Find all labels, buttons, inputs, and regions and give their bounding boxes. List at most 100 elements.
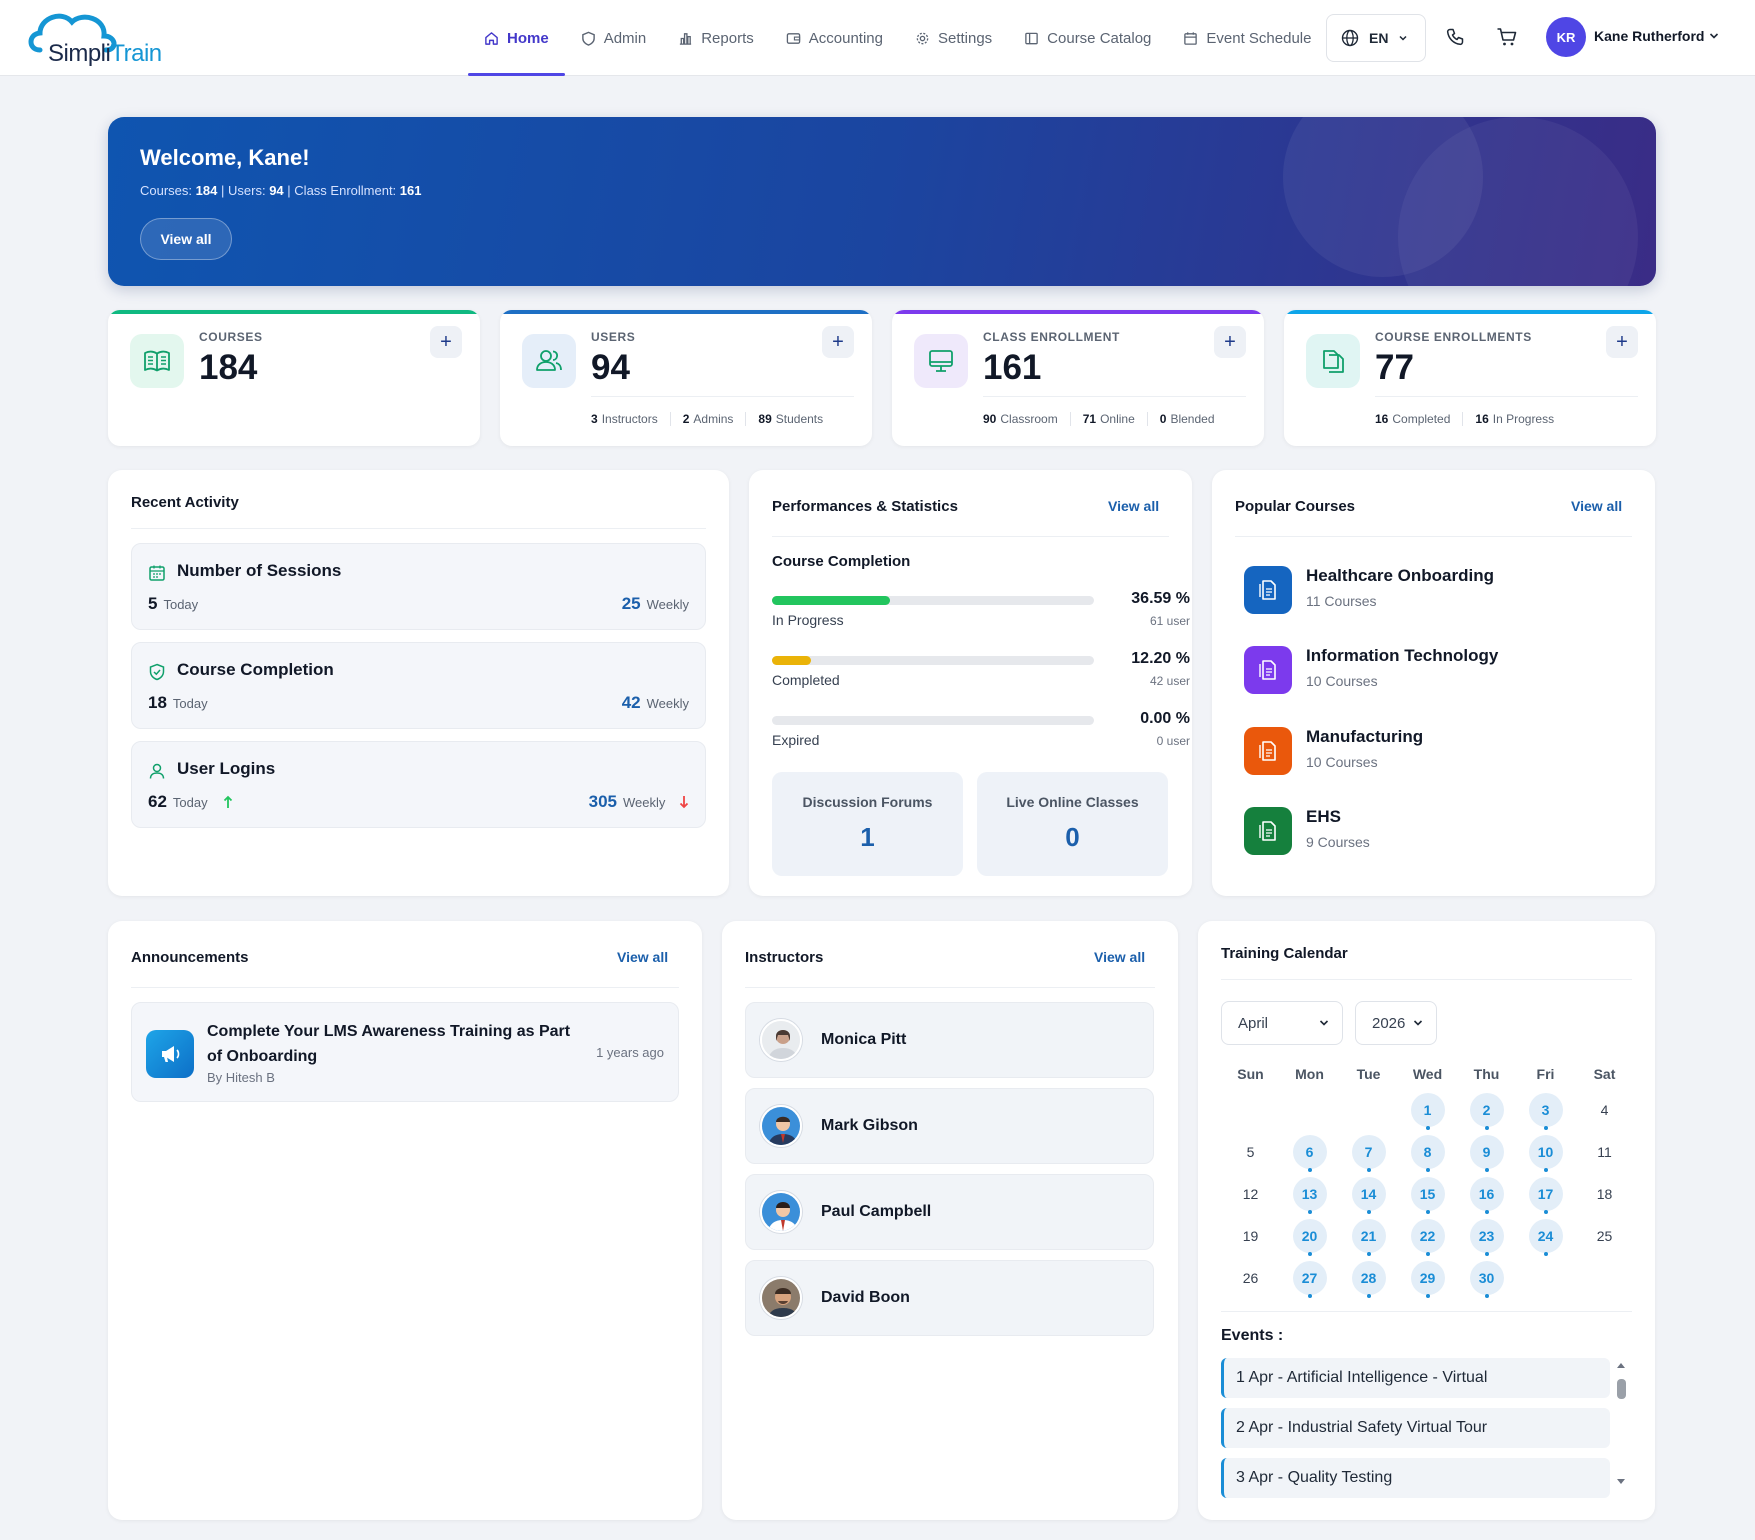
calendar-day[interactable]: 4 xyxy=(1600,1102,1609,1118)
calendar-day[interactable]: 3 xyxy=(1528,1093,1563,1130)
month-select[interactable]: April xyxy=(1221,1001,1343,1045)
nav-event-schedule[interactable]: Event Schedule xyxy=(1167,0,1327,76)
arrow-down-icon xyxy=(679,796,689,809)
calendar-day[interactable]: 28 xyxy=(1351,1261,1386,1298)
calendar-day[interactable]: 6 xyxy=(1292,1135,1327,1172)
scroll-down-icon[interactable] xyxy=(1616,1478,1626,1486)
calendar-day[interactable]: 13 xyxy=(1292,1177,1327,1214)
add-class-enrollment-button[interactable]: + xyxy=(1214,326,1246,358)
add-course-enrollment-button[interactable]: + xyxy=(1606,326,1638,358)
event-item[interactable]: 2 Apr - Industrial Safety Virtual Tour xyxy=(1221,1408,1610,1448)
calendar-day[interactable]: 19 xyxy=(1242,1228,1259,1244)
announcements-view-all-link[interactable]: View all xyxy=(617,949,669,965)
instructor-item[interactable]: Paul Campbell xyxy=(745,1174,1154,1250)
nav-accounting[interactable]: Accounting xyxy=(770,0,899,76)
event-item[interactable]: 3 Apr - Quality Testing xyxy=(1221,1458,1610,1498)
nav-home[interactable]: Home xyxy=(468,0,565,76)
calendar-day[interactable]: 14 xyxy=(1351,1177,1386,1214)
calendar-day[interactable]: 1 xyxy=(1410,1093,1445,1130)
calendar-day[interactable]: 2 xyxy=(1469,1093,1504,1130)
calendar-day[interactable]: 7 xyxy=(1351,1135,1386,1172)
class-enrollment-breakdown: 90 Classroom 71 Online 0 Blended xyxy=(983,412,1227,426)
nav-course-catalog[interactable]: Course Catalog xyxy=(1008,0,1167,76)
performance-panel: Performances & Statistics View all Cours… xyxy=(749,470,1192,896)
stat-value: 94 xyxy=(591,348,630,387)
calendar-day[interactable]: 15 xyxy=(1410,1177,1445,1214)
decorative-circle xyxy=(1283,117,1483,277)
popular-course-item[interactable]: Healthcare Onboarding 11 Courses xyxy=(1244,562,1624,622)
discussion-forums-box[interactable]: Discussion Forums 1 xyxy=(772,772,963,876)
nav-admin[interactable]: Admin xyxy=(565,0,663,76)
live-online-classes-box[interactable]: Live Online Classes 0 xyxy=(977,772,1168,876)
arrow-up-icon xyxy=(224,795,233,808)
month-value: April xyxy=(1238,1014,1269,1032)
weekday-label: Wed xyxy=(1412,1066,1443,1082)
instructor-item[interactable]: David Boon xyxy=(745,1260,1154,1336)
phone-icon[interactable] xyxy=(1442,24,1468,50)
events-scrollbar[interactable] xyxy=(1616,1361,1626,1486)
activity-today: 5 Today xyxy=(148,594,199,613)
nav-settings[interactable]: Settings xyxy=(899,0,1008,76)
calendar-day[interactable]: 12 xyxy=(1242,1186,1259,1202)
calendar-day[interactable]: 21 xyxy=(1351,1219,1386,1256)
popular-course-item[interactable]: EHS 9 Courses xyxy=(1244,803,1624,863)
year-select[interactable]: 2026 xyxy=(1355,1001,1437,1045)
nav-reports[interactable]: Reports xyxy=(662,0,770,76)
popular-course-item[interactable]: Manufacturing 10 Courses xyxy=(1244,723,1624,783)
simplitrain-logo[interactable]: SimpliTrain xyxy=(26,6,176,68)
user-avatar[interactable]: KR xyxy=(1546,17,1586,57)
calendar-day[interactable]: 30 xyxy=(1469,1261,1504,1298)
year-value: 2026 xyxy=(1372,1014,1406,1032)
calendar-day[interactable]: 16 xyxy=(1469,1177,1504,1214)
calendar-day[interactable]: 26 xyxy=(1242,1270,1259,1286)
chevron-down-icon[interactable] xyxy=(1708,30,1720,42)
panel-title: Announcements xyxy=(131,949,249,966)
popular-course-item[interactable]: Information Technology 10 Courses xyxy=(1244,642,1624,702)
box-label: Discussion Forums xyxy=(802,794,933,810)
calendar-day[interactable]: 22 xyxy=(1410,1219,1445,1256)
user-name[interactable]: Kane Rutherford xyxy=(1594,28,1705,44)
calendar-day[interactable]: 25 xyxy=(1596,1228,1613,1244)
progress-percent: 0.00 % xyxy=(1140,710,1190,727)
language-selector[interactable]: EN xyxy=(1326,14,1426,62)
instructors-view-all-link[interactable]: View all xyxy=(1094,949,1146,965)
calendar-day[interactable]: 5 xyxy=(1246,1144,1255,1160)
calendar-day[interactable]: 17 xyxy=(1528,1177,1563,1214)
open-book-icon xyxy=(130,334,184,388)
weekday-label: Tue xyxy=(1356,1066,1381,1082)
instructor-item[interactable]: Mark Gibson xyxy=(745,1088,1154,1164)
calendar-icon xyxy=(1184,31,1198,45)
calendar-day[interactable]: 29 xyxy=(1410,1261,1445,1298)
calendar-day[interactable]: 11 xyxy=(1597,1144,1612,1160)
scroll-up-icon[interactable] xyxy=(1616,1361,1626,1369)
calendar-day[interactable]: 20 xyxy=(1292,1219,1327,1256)
calendar-day[interactable]: 10 xyxy=(1528,1135,1563,1172)
event-item[interactable]: 1 Apr - Artificial Intelligence - Virtua… xyxy=(1221,1358,1610,1398)
chevron-down-icon xyxy=(1399,35,1407,41)
scrollbar-thumb[interactable] xyxy=(1617,1379,1626,1399)
progress-track xyxy=(772,716,1094,725)
document-icon xyxy=(1244,727,1292,775)
popular-view-all-link[interactable]: View all xyxy=(1571,498,1623,514)
add-user-button[interactable]: + xyxy=(822,326,854,358)
calendar-day[interactable]: 8 xyxy=(1410,1135,1445,1172)
calendar-day[interactable]: 18 xyxy=(1596,1186,1613,1202)
cart-icon[interactable] xyxy=(1494,24,1520,50)
welcome-view-all-button[interactable]: View all xyxy=(140,218,232,260)
performance-view-all-link[interactable]: View all xyxy=(1108,498,1160,514)
instructor-name: Paul Campbell xyxy=(821,1203,932,1220)
globe-icon xyxy=(1341,29,1359,47)
weekday-label: Thu xyxy=(1473,1066,1500,1082)
calendar-day[interactable]: 24 xyxy=(1528,1219,1563,1256)
course-enrollments-breakdown: 16 Completed 16 In Progress xyxy=(1375,412,1566,426)
weekday-label: Mon xyxy=(1295,1066,1324,1082)
announcement-item[interactable]: Complete Your LMS Awareness Training as … xyxy=(131,1002,679,1102)
course-category-name: Manufacturing xyxy=(1306,727,1424,746)
calendar-day[interactable]: 23 xyxy=(1469,1219,1504,1256)
calendar-day[interactable]: 9 xyxy=(1469,1135,1504,1172)
instructor-item[interactable]: Monica Pitt xyxy=(745,1002,1154,1078)
instructor-avatar xyxy=(760,1105,802,1147)
instructor-avatar xyxy=(760,1191,802,1233)
add-course-button[interactable]: + xyxy=(430,326,462,358)
calendar-day[interactable]: 27 xyxy=(1292,1261,1327,1298)
